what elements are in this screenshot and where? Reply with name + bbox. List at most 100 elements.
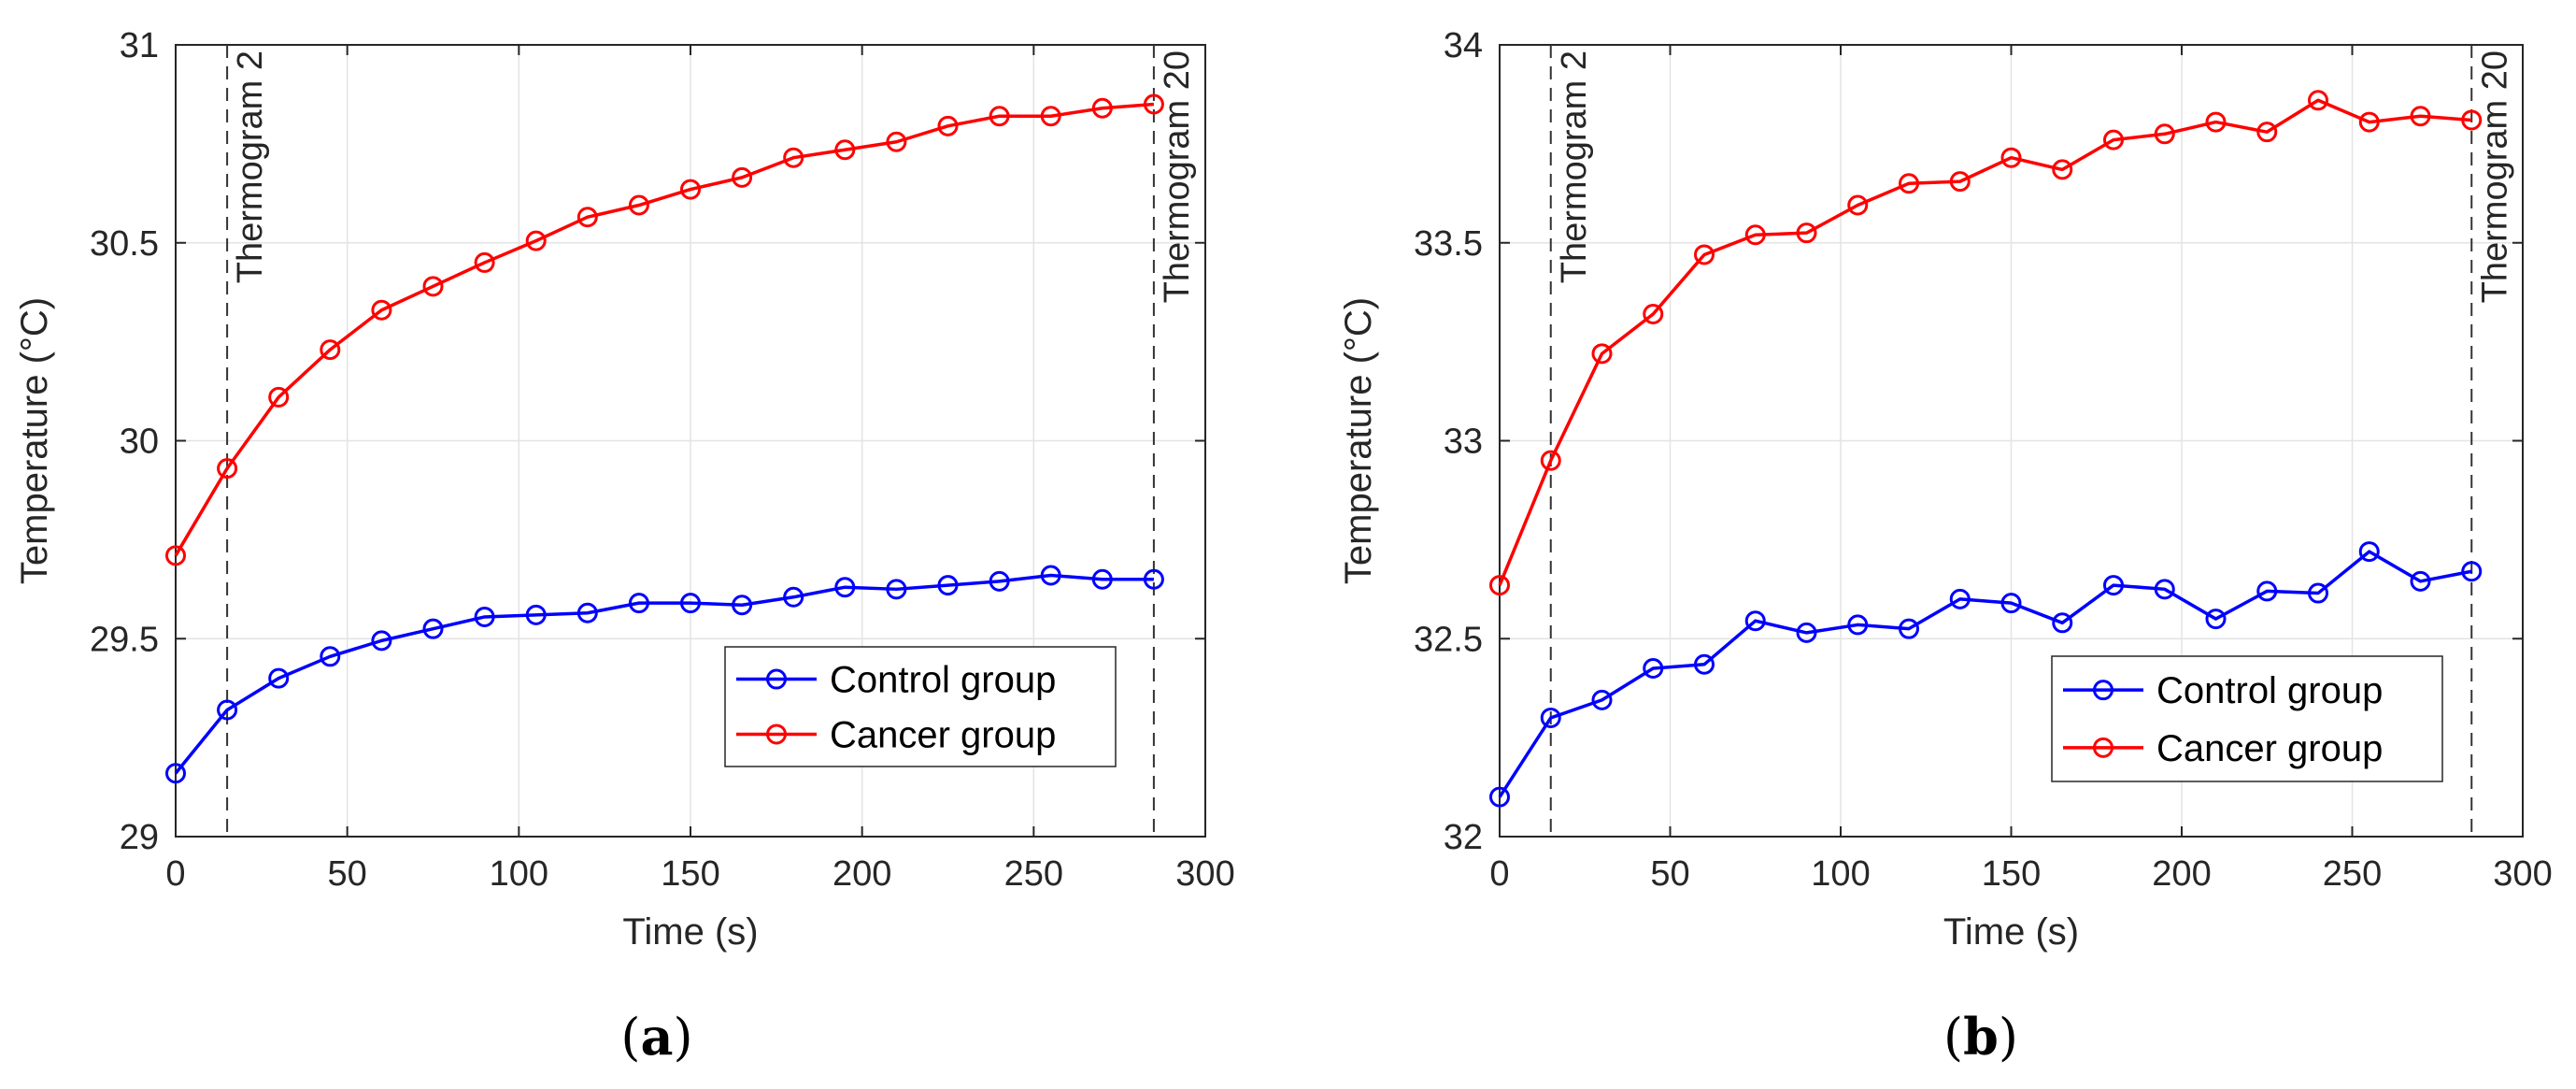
data-point <box>886 579 907 600</box>
data-point <box>783 147 804 168</box>
data-point <box>2103 129 2124 150</box>
data-point <box>2103 575 2124 596</box>
data-point <box>1694 244 1715 265</box>
data-point <box>1540 707 1561 728</box>
legend-marker <box>766 724 787 745</box>
series-control-group <box>1489 541 2483 808</box>
legend-marker <box>2093 680 2113 701</box>
legend: Control group Cancer group <box>724 646 1117 767</box>
data-point <box>1489 786 1510 808</box>
data-point <box>2256 122 2278 143</box>
data-point <box>1949 588 1971 609</box>
data-point <box>1949 171 1971 193</box>
data-point <box>628 194 649 216</box>
data-point <box>2154 123 2175 145</box>
data-point <box>2154 579 2175 600</box>
data-point <box>165 545 186 566</box>
chart-panel-a: 0 50 100 150 200 250 300 29 29.5 30 30.5 31 Time (s)… <box>14 26 1235 1067</box>
data-point <box>2205 111 2227 133</box>
x-tick-label: 50 <box>1650 854 1689 894</box>
y-tick-label: 33.5 <box>1414 224 1483 264</box>
data-point <box>268 667 290 689</box>
panel-label: (b) <box>1943 1007 2018 1067</box>
data-point <box>2000 147 2022 168</box>
data-point <box>1796 222 1817 244</box>
data-point <box>2052 612 2073 634</box>
data-point <box>1489 575 1510 596</box>
legend: Control group Cancer group <box>2051 655 2443 782</box>
x-tick-label: 0 <box>165 854 185 894</box>
y-tick-label: 34 <box>1444 26 1483 65</box>
data-point <box>165 763 186 784</box>
data-point <box>268 386 290 408</box>
y-axis-label: Temperature (°C) <box>1338 297 1379 584</box>
data-point <box>1847 614 1869 636</box>
panel-label-letter: b <box>1963 1007 1999 1067</box>
data-point <box>834 139 856 161</box>
x-tick-label: 150 <box>661 854 719 894</box>
legend-label: Cancer group <box>2156 728 2383 769</box>
data-point <box>1591 343 1613 365</box>
data-point <box>474 606 495 627</box>
data-point <box>886 131 907 152</box>
data-point <box>2308 90 2328 111</box>
data-point <box>1899 173 1919 194</box>
x-tick-label: 0 <box>1489 854 1509 894</box>
series-cancer-group <box>1489 90 2483 596</box>
data-point <box>680 179 701 200</box>
thermogram-reference-label: Thermogram 20 <box>2475 50 2514 303</box>
data-point <box>1744 610 1766 632</box>
data-point <box>2358 541 2380 563</box>
data-point <box>2461 561 2483 582</box>
data-point <box>422 276 444 297</box>
data-point <box>1694 653 1715 675</box>
data-point <box>1091 97 1113 119</box>
x-tick-label: 200 <box>833 854 891 894</box>
data-point <box>576 602 598 623</box>
x-tick-label: 50 <box>328 854 367 894</box>
x-tick-label: 150 <box>1982 854 2041 894</box>
x-tick-label: 300 <box>1175 854 1234 894</box>
data-point <box>2410 106 2431 127</box>
thermogram-reference-label: Thermogram 20 <box>1158 50 1197 303</box>
data-point <box>937 575 959 596</box>
y-axis-label: Temperature (°C) <box>14 297 55 584</box>
y-tick-label: 30.5 <box>90 224 159 264</box>
data-point <box>371 630 392 652</box>
series-control-group <box>165 565 1164 784</box>
data-point <box>989 570 1010 592</box>
data-point <box>989 106 1010 127</box>
panel-label-close: ) <box>1999 1008 2018 1067</box>
legend-marker <box>766 668 787 690</box>
data-point <box>474 251 495 273</box>
x-tick-label: 100 <box>490 854 548 894</box>
x-tick-label: 250 <box>2323 854 2382 894</box>
data-point <box>732 595 753 616</box>
panel-label-open: ( <box>620 1008 640 1067</box>
legend-label: Cancer group <box>830 714 1056 755</box>
data-point <box>1744 224 1766 246</box>
data-point <box>1591 689 1613 710</box>
data-point <box>371 299 392 321</box>
panel-label: (a) <box>620 1007 692 1067</box>
data-point <box>422 618 444 639</box>
x-tick-label: 100 <box>1811 854 1870 894</box>
data-point <box>2308 582 2328 604</box>
legend-box <box>724 646 1117 767</box>
y-tick-label: 29.5 <box>90 620 159 659</box>
data-point <box>1643 658 1664 680</box>
data-point <box>525 230 547 251</box>
data-point <box>320 339 341 361</box>
data-point <box>1899 618 1919 639</box>
x-axis-label: Time (s) <box>622 911 758 953</box>
data-point <box>732 166 753 188</box>
data-point <box>1143 93 1164 115</box>
x-tick-label: 300 <box>2493 854 2552 894</box>
data-point <box>937 115 959 136</box>
data-point <box>1040 565 1061 586</box>
data-point <box>2052 159 2073 180</box>
data-point <box>2461 109 2483 131</box>
data-point <box>1643 303 1664 324</box>
data-point <box>320 646 341 667</box>
